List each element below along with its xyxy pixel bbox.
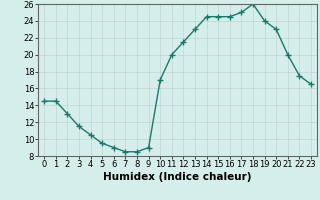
X-axis label: Humidex (Indice chaleur): Humidex (Indice chaleur)	[103, 172, 252, 182]
